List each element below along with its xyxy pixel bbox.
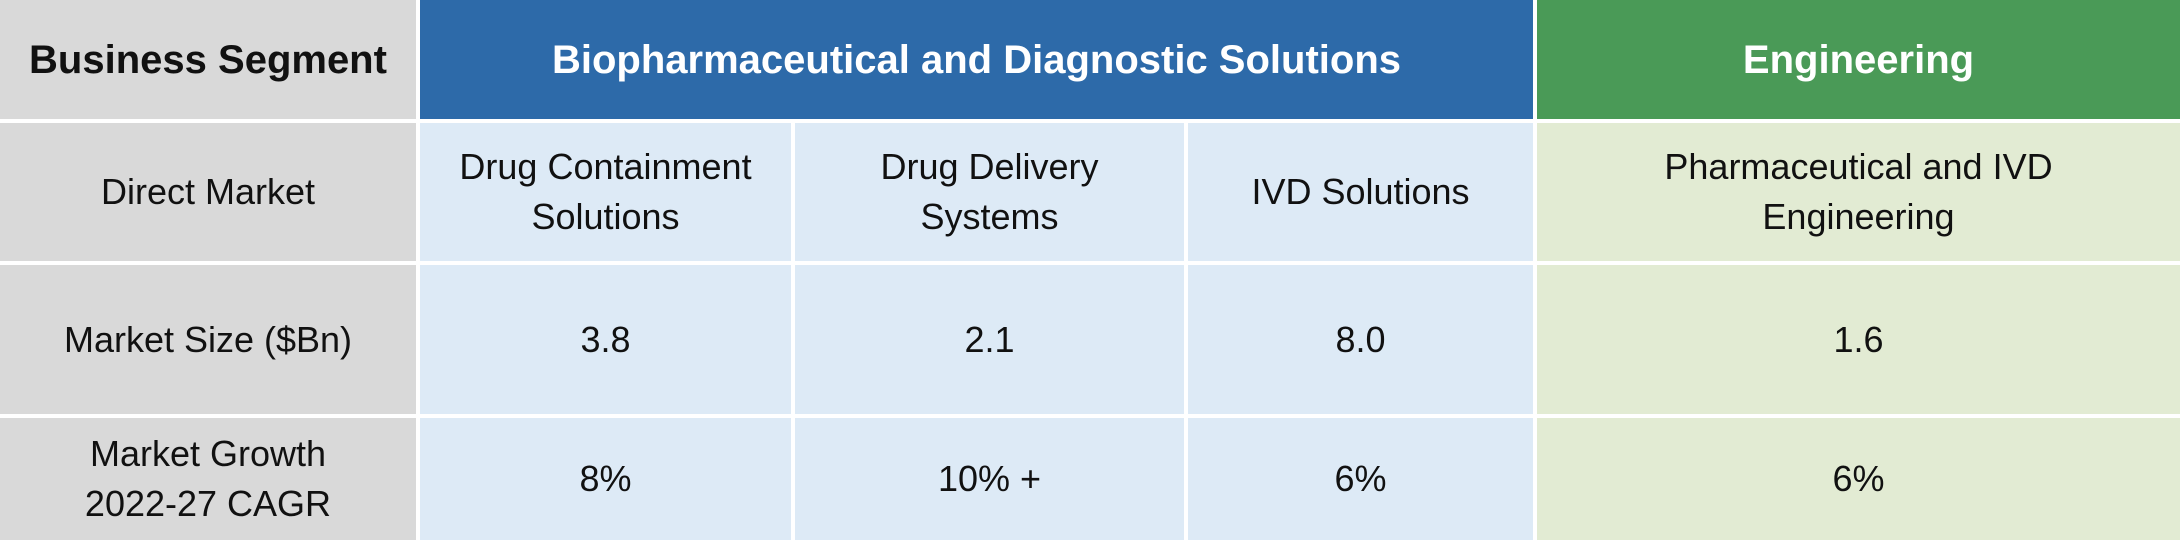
market-size-engineering-value: 1.6 bbox=[1833, 318, 1884, 360]
market-growth-engineering-value: 6% bbox=[1832, 458, 1885, 499]
market-size-drug-containment: 3.8 bbox=[420, 265, 795, 418]
direct-market-ivd-text: IVD Solutions bbox=[1251, 171, 1470, 212]
market-size-engineering: 1.6 bbox=[1537, 265, 2180, 418]
direct-market-label-text: Direct Market bbox=[100, 171, 316, 212]
engineering-segment-header-text: Engineering bbox=[1742, 37, 1975, 82]
biopharma-segment-header: Biopharmaceutical and Diagnostic Solutio… bbox=[420, 0, 1537, 123]
market-growth-drug-delivery: 10% + bbox=[795, 418, 1188, 540]
market-growth-drug-delivery-value: 10% + bbox=[937, 458, 1042, 499]
direct-market-drug-delivery-text: Drug Delivery Systems bbox=[880, 146, 1099, 237]
direct-market-engineering: Pharmaceutical and IVD Engineering bbox=[1537, 123, 2180, 265]
business-segment-header: Business Segment bbox=[0, 0, 420, 123]
engineering-segment-header: Engineering bbox=[1537, 0, 2180, 123]
market-size-drug-delivery-value: 2.1 bbox=[964, 318, 1015, 360]
market-size-ivd: 8.0 bbox=[1188, 265, 1537, 418]
direct-market-drug-delivery: Drug Delivery Systems bbox=[795, 123, 1188, 265]
direct-market-ivd: IVD Solutions bbox=[1188, 123, 1537, 265]
market-size-label-text: Market Size ($Bn) bbox=[63, 318, 353, 360]
market-size-label: Market Size ($Bn) bbox=[0, 265, 420, 418]
market-growth-drug-containment: 8% bbox=[420, 418, 795, 540]
market-growth-ivd-value: 6% bbox=[1334, 458, 1387, 499]
market-growth-drug-containment-value: 8% bbox=[579, 458, 632, 499]
biopharma-segment-header-text: Biopharmaceutical and Diagnostic Solutio… bbox=[551, 37, 1402, 82]
business-segment-header-text: Business Segment bbox=[29, 37, 387, 82]
direct-market-label: Direct Market bbox=[0, 123, 420, 265]
market-growth-label: Market Growth 2022-27 CAGR bbox=[0, 418, 420, 540]
direct-market-engineering-text: Pharmaceutical and IVD Engineering bbox=[1664, 146, 2053, 237]
market-growth-label-text: Market Growth 2022-27 CAGR bbox=[84, 433, 332, 524]
direct-market-drug-containment: Drug Containment Solutions bbox=[420, 123, 795, 265]
market-growth-engineering: 6% bbox=[1537, 418, 2180, 540]
market-size-drug-delivery: 2.1 bbox=[795, 265, 1188, 418]
direct-market-drug-containment-text: Drug Containment Solutions bbox=[459, 146, 752, 237]
market-size-drug-containment-value: 3.8 bbox=[580, 318, 631, 360]
market-growth-ivd: 6% bbox=[1188, 418, 1537, 540]
market-size-ivd-value: 8.0 bbox=[1335, 318, 1386, 360]
